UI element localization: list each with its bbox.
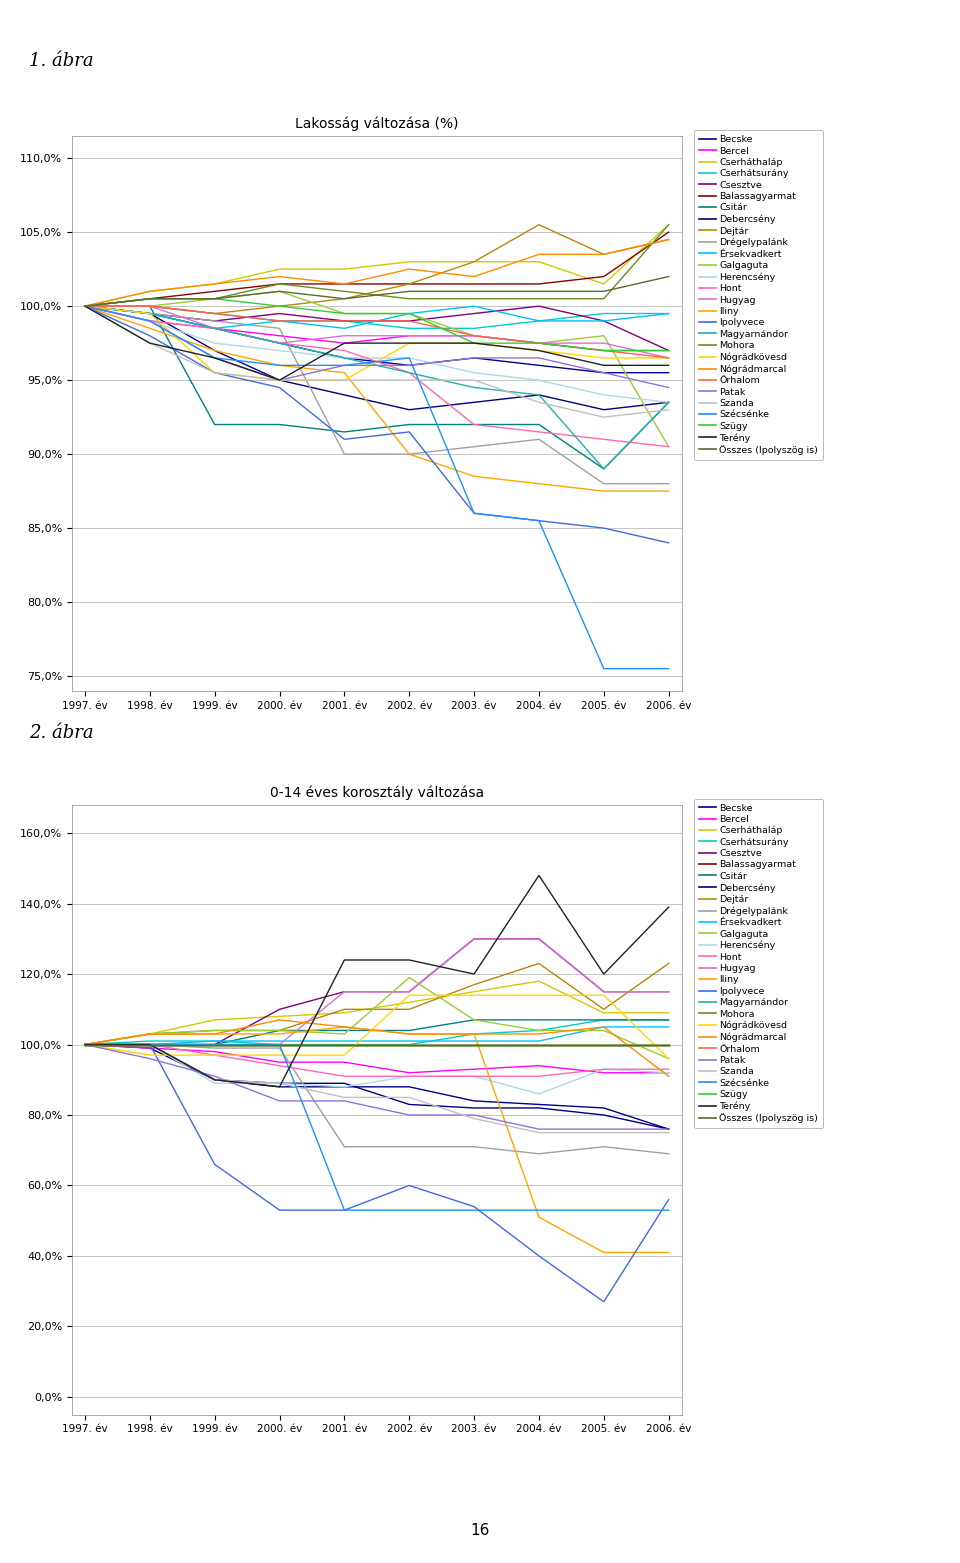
Text: 1. ábra: 1. ábra	[29, 52, 93, 70]
Legend: Becske, Bercel, Cserháthaláp, Cserhátsurány, Csesztve, Balassagyarmat, Csitár, D: Becske, Bercel, Cserháthaláp, Cserhátsur…	[694, 130, 823, 460]
Legend: Becske, Bercel, Cserháthaláp, Cserhátsurány, Csesztve, Balassagyarmat, Csitár, D: Becske, Bercel, Cserháthaláp, Cserhátsur…	[694, 799, 823, 1128]
Text: 16: 16	[470, 1522, 490, 1538]
Text: 2. ábra: 2. ábra	[29, 724, 93, 742]
Title: 0-14 éves korosztály változása: 0-14 éves korosztály változása	[270, 785, 484, 800]
Title: Lakosság változása (%): Lakosság változása (%)	[295, 116, 459, 131]
